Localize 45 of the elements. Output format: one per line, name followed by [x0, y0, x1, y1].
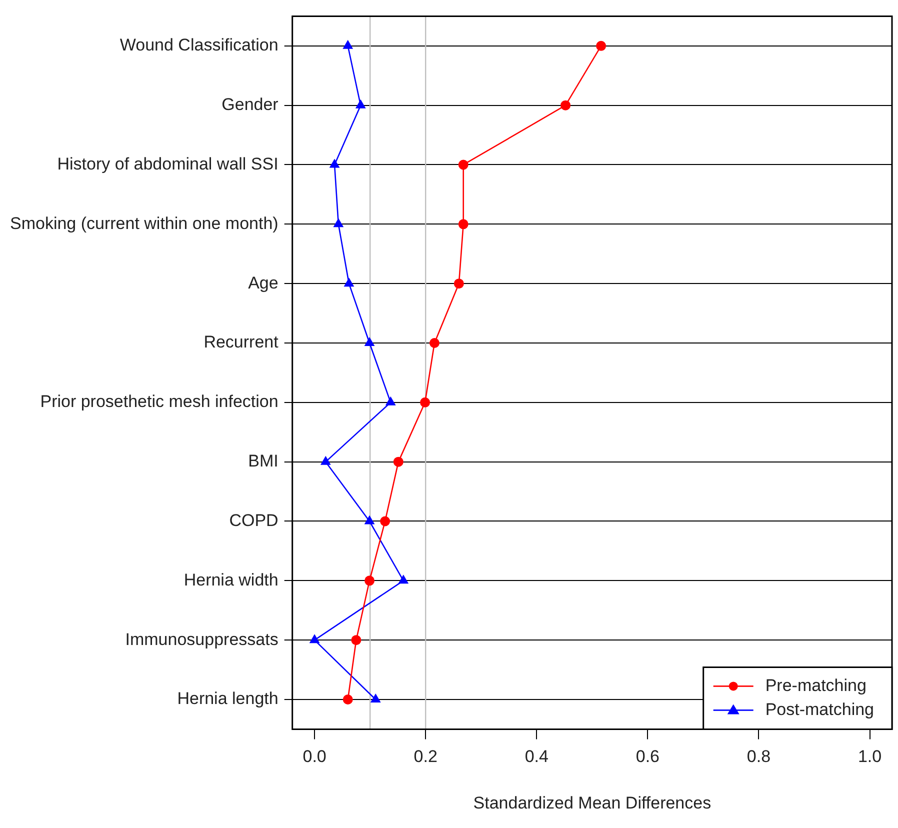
point [380, 516, 390, 526]
point [342, 694, 353, 704]
point [385, 396, 396, 406]
point [596, 40, 606, 51]
point [344, 278, 354, 287]
point [458, 160, 468, 170]
y-tick-label: Age [248, 273, 278, 292]
x-tick-label: 0.0 [302, 747, 326, 766]
point [364, 336, 375, 346]
point [370, 693, 381, 702]
point [393, 456, 404, 467]
y-tick-label: Recurrent [204, 332, 279, 352]
y-tick-label: Hernia length [177, 689, 278, 708]
y-tick-label: History of abdominal wall SSI [57, 154, 278, 174]
point [420, 397, 430, 408]
x-tick-label: 1.0 [858, 747, 882, 766]
y-tick-label: COPD [229, 510, 278, 530]
point [355, 99, 366, 108]
y-tick-label: Wound Classification [120, 36, 278, 55]
point [320, 456, 331, 465]
point [560, 100, 571, 110]
point [329, 158, 340, 168]
point [398, 574, 409, 584]
x-tick-label: 0.4 [524, 747, 548, 766]
point [454, 278, 464, 289]
x-tick-label: 0.2 [414, 747, 438, 766]
y-tick-label: Smoking (current within one month) [10, 214, 278, 233]
point [458, 219, 468, 230]
y-tick-label: Hernia width [184, 570, 278, 590]
x-tick-label: 0.6 [636, 747, 660, 766]
y-tick-label: Gender [222, 95, 279, 114]
point [342, 40, 354, 49]
point [429, 338, 440, 348]
y-tick-label: Prior prosethetic mesh infection [40, 392, 278, 412]
y-tick-label: Immunosuppressats [125, 630, 278, 649]
point [364, 515, 375, 524]
x-axis-title: Standardized Mean Differences [473, 793, 712, 812]
point [333, 218, 344, 228]
legend-label: Post-matching [765, 700, 874, 719]
point [351, 635, 362, 646]
y-tick-label: BMI [248, 452, 278, 471]
point [364, 576, 375, 586]
point [309, 634, 320, 644]
legend-label: Pre-matching [765, 676, 866, 695]
x-tick-label: 0.8 [746, 747, 771, 766]
